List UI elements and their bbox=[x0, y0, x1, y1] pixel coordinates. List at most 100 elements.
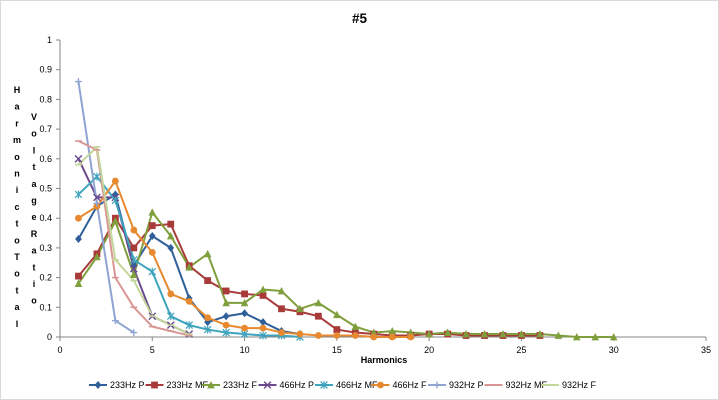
y-tick-label: 0.3 bbox=[39, 243, 52, 253]
data-point bbox=[167, 220, 175, 228]
data-point bbox=[166, 312, 175, 321]
data-point bbox=[203, 325, 212, 334]
legend-swatch-marker bbox=[151, 381, 158, 389]
data-point bbox=[370, 333, 378, 341]
x-tick-label: 10 bbox=[240, 345, 250, 355]
x-tick-label: 15 bbox=[332, 345, 342, 355]
y-tick-label: 0.1 bbox=[39, 302, 52, 312]
data-point bbox=[75, 272, 82, 280]
data-point bbox=[185, 297, 193, 305]
data-point bbox=[296, 330, 304, 338]
axes: 00.10.20.30.40.50.60.70.80.910 5 10 15 20 25 3… bbox=[39, 35, 711, 355]
y-tick-label: 0.2 bbox=[39, 273, 52, 283]
legend-label: 233Hz MF bbox=[167, 380, 209, 390]
y-tick-label: 0.6 bbox=[39, 154, 52, 164]
x-tick-label: 35 bbox=[701, 345, 711, 355]
data-point bbox=[167, 243, 175, 252]
data-point bbox=[93, 193, 101, 202]
data-point bbox=[74, 190, 83, 199]
data-point bbox=[75, 234, 82, 243]
data-point bbox=[148, 222, 156, 230]
data-point bbox=[315, 332, 322, 339]
data-point bbox=[259, 331, 267, 340]
data-point bbox=[369, 328, 378, 336]
data-point bbox=[333, 326, 341, 333]
legend-swatch-marker bbox=[94, 381, 102, 389]
data-point bbox=[591, 333, 600, 341]
data-point bbox=[277, 286, 286, 295]
legend-item: 233Hz F bbox=[202, 380, 258, 390]
data-point bbox=[185, 321, 194, 330]
data-point bbox=[536, 330, 544, 338]
data-point bbox=[259, 292, 267, 299]
chart-title: #5 bbox=[352, 11, 368, 26]
legend-item: 932Hz MF bbox=[484, 380, 548, 390]
legend-swatch-marker bbox=[320, 381, 328, 389]
data-point bbox=[75, 214, 82, 222]
legend-item: 466Hz P bbox=[258, 380, 315, 390]
y-tick-label: 0.8 bbox=[39, 94, 52, 104]
data-point bbox=[425, 330, 433, 338]
data-point bbox=[241, 324, 248, 332]
data-point bbox=[480, 330, 489, 338]
x-tick-label: 0 bbox=[57, 345, 62, 355]
legend-item: 932Hz F bbox=[541, 380, 597, 390]
legend-label: 466Hz MF bbox=[336, 380, 378, 390]
legend-label: 233Hz F bbox=[223, 380, 258, 390]
y-tick-label: 0 bbox=[47, 332, 52, 342]
legend-label: 233Hz P bbox=[110, 380, 145, 390]
legend-label: 466Hz P bbox=[280, 380, 315, 390]
data-point bbox=[333, 332, 341, 339]
x-tick-label: 30 bbox=[609, 345, 619, 355]
data-point bbox=[240, 298, 249, 307]
data-point bbox=[296, 304, 304, 313]
data-point bbox=[93, 172, 101, 181]
data-point bbox=[111, 196, 120, 205]
data-point bbox=[443, 328, 452, 336]
x-axis-title: Harmonics bbox=[361, 355, 408, 365]
data-point bbox=[222, 328, 230, 337]
data-point bbox=[93, 252, 101, 261]
legend-item: 466Hz MF bbox=[315, 380, 378, 390]
data-point bbox=[554, 331, 563, 339]
legend: 233Hz P 233Hz MF 233Hz F 466Hz P 466Hz MF 466… bbox=[89, 380, 597, 390]
data-point bbox=[388, 333, 396, 341]
data-point bbox=[406, 328, 415, 336]
data-point bbox=[222, 298, 230, 307]
data-point bbox=[74, 279, 83, 287]
data-point bbox=[130, 255, 138, 264]
data-point bbox=[204, 277, 212, 284]
data-point bbox=[259, 285, 267, 293]
data-point bbox=[166, 232, 175, 240]
data-point bbox=[148, 232, 156, 241]
data-point bbox=[111, 177, 119, 185]
series-line-6 bbox=[77, 81, 135, 334]
legend-label: 932Hz F bbox=[562, 380, 597, 390]
series-markers bbox=[74, 78, 618, 341]
legend-item: 466Hz F bbox=[371, 380, 428, 390]
data-point bbox=[314, 298, 323, 307]
legend-item: 932Hz P bbox=[428, 380, 484, 390]
legend-swatch-marker bbox=[433, 381, 441, 389]
legend-item: 233Hz MF bbox=[145, 380, 209, 390]
data-point bbox=[259, 318, 267, 327]
data-point bbox=[573, 333, 581, 341]
y-tick-label: 0.7 bbox=[39, 124, 52, 134]
data-point bbox=[75, 78, 82, 85]
data-point bbox=[204, 314, 212, 322]
legend-label: 932Hz P bbox=[449, 380, 484, 390]
x-tick-label: 5 bbox=[150, 345, 155, 355]
x-tick-label: 20 bbox=[424, 345, 434, 355]
legend-label: 466Hz F bbox=[393, 380, 428, 390]
data-point bbox=[185, 263, 193, 271]
data-point bbox=[241, 309, 248, 318]
data-point bbox=[74, 154, 83, 163]
data-point bbox=[111, 317, 119, 325]
y-tick-label: 0.5 bbox=[39, 184, 52, 194]
legend-item: 233Hz P bbox=[89, 380, 145, 390]
data-point bbox=[278, 305, 285, 313]
